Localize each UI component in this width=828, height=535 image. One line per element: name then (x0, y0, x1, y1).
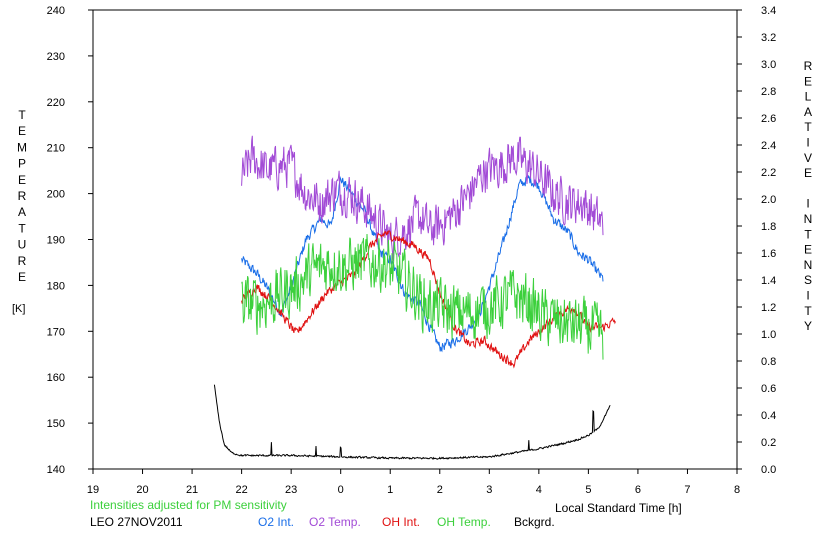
left-axis-letter: M (17, 140, 27, 154)
right-axis-letter: S (804, 273, 812, 287)
right-axis-letter: I (806, 136, 809, 150)
sensitivity-note: Intensities adjusted for PM sensitivity (90, 498, 287, 512)
legend-entry-bckgrd: Bckgrd. (514, 515, 555, 529)
left-tick-label: 170 (47, 326, 65, 338)
series-layer (213, 135, 616, 460)
right-tick-label: 3.0 (761, 59, 776, 71)
left-tick-label: 180 (47, 280, 65, 292)
right-tick-label: 3.4 (761, 5, 776, 17)
left-axis-unit: [K] (12, 303, 25, 315)
x-tick-label: 5 (585, 484, 591, 496)
legend-entry-oh-int: OH Int. (382, 515, 420, 529)
right-tick-label: 0.4 (761, 410, 776, 422)
left-tick-label: 210 (47, 143, 65, 155)
left-axis-letter: R (18, 254, 27, 268)
right-axis-letter: V (804, 151, 812, 165)
right-axis-letter: T (804, 120, 812, 134)
right-axis-letter: T (804, 304, 812, 318)
left-tick-label: 190 (47, 235, 65, 247)
x-tick-label: 4 (536, 484, 542, 496)
x-axis-title: Local Standard Time [h] (555, 501, 682, 515)
x-axis: 19 20 21 22 23 0 1 2 3 4 5 6 7 8 (87, 469, 740, 496)
x-tick-label: 1 (387, 484, 393, 496)
right-tick-label: 1.4 (761, 275, 776, 287)
left-axis: 140 150 160 170 180 190 200 210 220 230 240 (47, 5, 93, 476)
left-axis-letter: R (18, 189, 27, 203)
x-tick-label: 3 (486, 484, 492, 496)
right-tick-label: 3.2 (761, 32, 776, 44)
right-tick-label: 2.4 (761, 140, 776, 152)
left-tick-label: 230 (47, 51, 65, 63)
left-axis-letter: P (18, 157, 26, 171)
left-axis-letter: E (18, 124, 26, 138)
x-tick-label: 7 (684, 484, 690, 496)
legend-entry-o2-int: O2 Int. (258, 515, 294, 529)
series-line-o2-temp (241, 135, 604, 262)
left-axis-letter: T (18, 221, 26, 235)
right-tick-label: 2.2 (761, 167, 776, 179)
right-axis-letter: Y (804, 319, 812, 333)
station-date: LEO 27NOV2011 (90, 515, 183, 529)
right-axis-letter: I (806, 289, 809, 303)
right-axis-letter: N (804, 212, 813, 226)
x-tick-label: 21 (186, 484, 198, 496)
left-axis-letter: T (18, 108, 26, 122)
x-tick-label: 0 (338, 484, 344, 496)
left-axis-letter: E (18, 270, 26, 284)
left-tick-label: 150 (47, 418, 65, 430)
left-tick-label: 160 (47, 372, 65, 384)
x-tick-label: 22 (235, 484, 247, 496)
right-axis-letter: R (804, 59, 813, 73)
left-tick-label: 200 (47, 189, 65, 201)
series-line-bckgrd (213, 384, 611, 460)
right-tick-label: 2.0 (761, 194, 776, 206)
x-tick-label: 20 (136, 484, 148, 496)
right-tick-label: 1.6 (761, 248, 776, 260)
x-tick-label: 23 (285, 484, 297, 496)
right-tick-label: 0.8 (761, 356, 776, 368)
left-tick-label: 240 (47, 5, 65, 17)
left-axis-letter: A (18, 205, 26, 219)
right-axis: 0.0 0.2 0.4 0.6 0.8 1.0 1.2 1.4 1.6 1.8 2.0 2.2 2.4 2… (737, 5, 776, 476)
right-axis-letter: T (804, 227, 812, 241)
x-tick-label: 6 (635, 484, 641, 496)
legend-entry-oh-temp: OH Temp. (437, 515, 491, 529)
left-tick-label: 140 (47, 464, 65, 476)
left-tick-label: 220 (47, 97, 65, 109)
left-axis-letter: U (18, 238, 27, 252)
right-axis-letter: E (804, 74, 812, 88)
x-tick-label: 19 (87, 484, 99, 496)
plot-frame (92, 9, 738, 470)
right-axis-letter: E (804, 166, 812, 180)
right-tick-label: 2.6 (761, 113, 776, 125)
series-line-oh-temp (241, 233, 604, 360)
right-tick-label: 0.6 (761, 383, 776, 395)
x-tick-label: 2 (437, 484, 443, 496)
right-axis-letter: N (804, 258, 813, 272)
right-axis-letter: A (804, 105, 812, 119)
x-tick-label: 8 (734, 484, 740, 496)
right-tick-label: 0.2 (761, 437, 776, 449)
left-axis-letter: E (18, 173, 26, 187)
right-axis-letter: I (806, 197, 809, 211)
legend-entry-o2-temp: O2 Temp. (309, 515, 361, 529)
right-tick-label: 1.8 (761, 221, 776, 233)
right-axis-letter: E (804, 243, 812, 257)
right-tick-label: 0.0 (761, 464, 776, 476)
right-tick-label: 1.2 (761, 302, 776, 314)
right-axis-letter: L (805, 90, 812, 104)
legend: O2 Int. O2 Temp. OH Int. OH Temp. Bckgrd. (258, 515, 555, 529)
right-tick-label: 1.0 (761, 329, 776, 341)
right-tick-label: 2.8 (761, 86, 776, 98)
